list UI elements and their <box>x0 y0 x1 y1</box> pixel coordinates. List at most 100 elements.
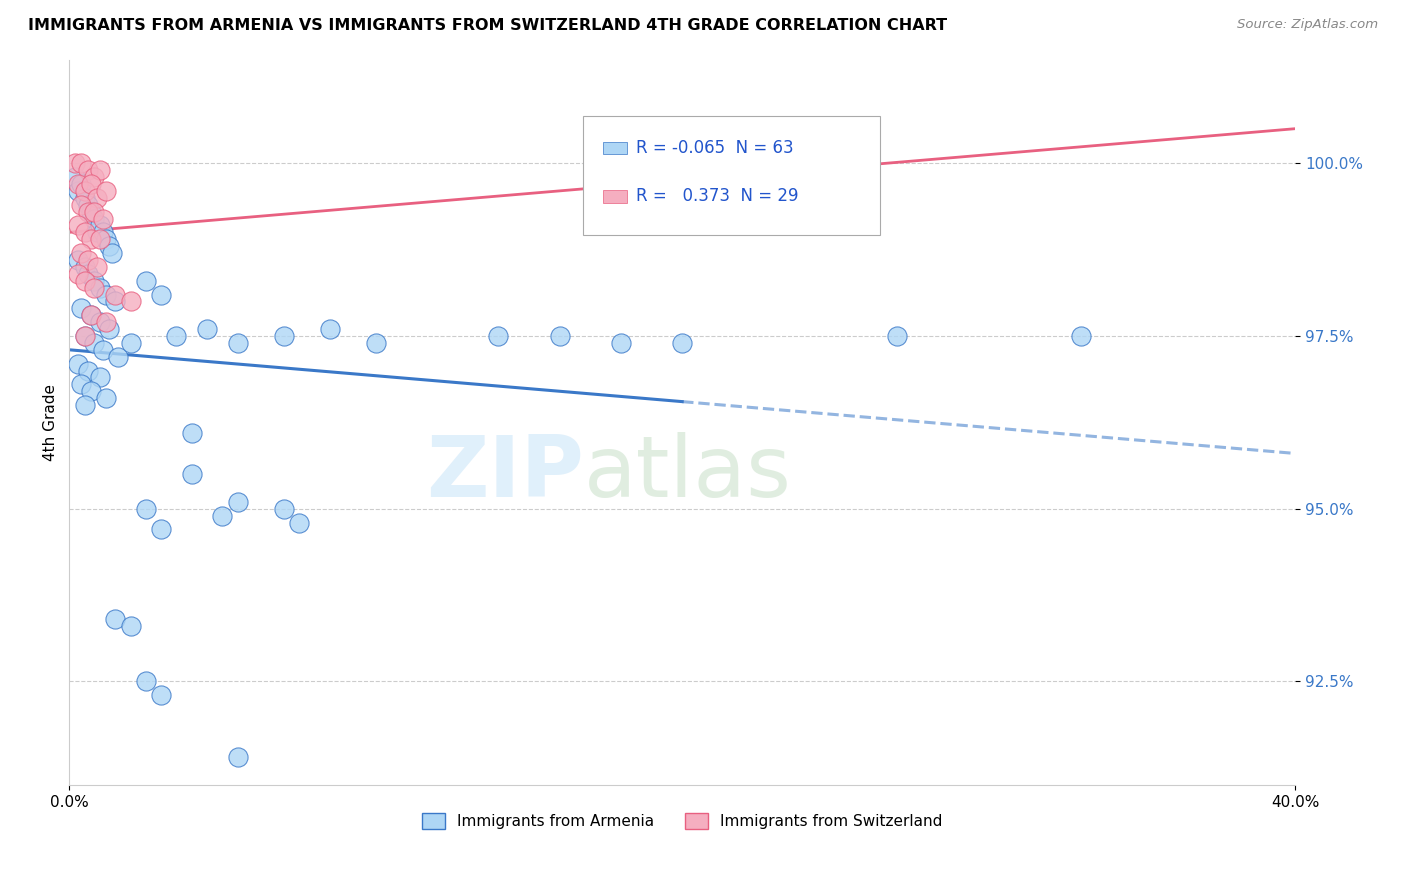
Point <box>86 260 108 274</box>
Point <box>89 163 111 178</box>
Point <box>83 211 105 226</box>
Point <box>67 357 90 371</box>
Point <box>70 177 93 191</box>
Point <box>98 239 121 253</box>
Point <box>94 287 117 301</box>
Point <box>89 370 111 384</box>
Point <box>83 280 105 294</box>
Point <box>150 523 173 537</box>
Point <box>548 329 571 343</box>
Point <box>79 204 101 219</box>
Point <box>288 516 311 530</box>
Point <box>135 274 157 288</box>
Point <box>104 287 127 301</box>
Text: R = -0.065  N = 63: R = -0.065 N = 63 <box>636 139 793 157</box>
Point <box>486 329 509 343</box>
Point <box>94 184 117 198</box>
Text: Source: ZipAtlas.com: Source: ZipAtlas.com <box>1237 18 1378 31</box>
Point <box>70 197 93 211</box>
Point <box>70 377 93 392</box>
Point <box>76 197 98 211</box>
Point <box>886 329 908 343</box>
Point <box>83 274 105 288</box>
Point <box>73 184 96 198</box>
Legend: Immigrants from Armenia, Immigrants from Switzerland: Immigrants from Armenia, Immigrants from… <box>416 807 949 836</box>
Point <box>76 267 98 281</box>
Text: R =   0.373  N = 29: R = 0.373 N = 29 <box>636 187 799 205</box>
Point <box>150 688 173 702</box>
Point <box>70 156 93 170</box>
Point <box>89 280 111 294</box>
Point <box>67 267 90 281</box>
Point <box>70 301 93 316</box>
Point <box>211 508 233 523</box>
Point <box>94 232 117 246</box>
Point <box>94 391 117 405</box>
Point <box>76 363 98 377</box>
Point <box>79 308 101 322</box>
Point <box>83 335 105 350</box>
Point <box>73 225 96 239</box>
Point <box>76 252 98 267</box>
Point <box>1070 329 1092 343</box>
Point <box>120 619 142 633</box>
Point <box>98 322 121 336</box>
Point <box>226 495 249 509</box>
Point <box>94 315 117 329</box>
Point <box>89 232 111 246</box>
Y-axis label: 4th Grade: 4th Grade <box>44 384 58 461</box>
Point <box>67 184 90 198</box>
Point <box>91 211 114 226</box>
Point <box>104 294 127 309</box>
Point <box>73 191 96 205</box>
Point <box>91 343 114 357</box>
Point <box>104 612 127 626</box>
Point <box>135 674 157 689</box>
Point <box>91 225 114 239</box>
Point <box>83 204 105 219</box>
Point <box>76 163 98 178</box>
Point <box>86 191 108 205</box>
Point <box>610 335 633 350</box>
Point <box>180 425 202 440</box>
Text: ZIP: ZIP <box>426 432 583 515</box>
Point <box>273 501 295 516</box>
Point <box>73 260 96 274</box>
Point <box>120 294 142 309</box>
Point <box>67 252 90 267</box>
Point <box>671 335 693 350</box>
Point <box>226 750 249 764</box>
Text: IMMIGRANTS FROM ARMENIA VS IMMIGRANTS FROM SWITZERLAND 4TH GRADE CORRELATION CHA: IMMIGRANTS FROM ARMENIA VS IMMIGRANTS FR… <box>28 18 948 33</box>
Point <box>79 232 101 246</box>
Point <box>107 350 129 364</box>
Point <box>79 177 101 191</box>
Point <box>79 384 101 399</box>
Point <box>226 335 249 350</box>
Point <box>166 329 188 343</box>
Point <box>135 501 157 516</box>
Point <box>76 204 98 219</box>
Point <box>180 467 202 482</box>
Point <box>73 329 96 343</box>
Point <box>83 169 105 184</box>
Point <box>195 322 218 336</box>
Point <box>86 225 108 239</box>
Point <box>89 219 111 233</box>
Point <box>120 335 142 350</box>
Point <box>73 398 96 412</box>
Point <box>150 287 173 301</box>
Text: atlas: atlas <box>583 432 792 515</box>
Point <box>79 308 101 322</box>
Point <box>364 335 387 350</box>
Point <box>67 219 90 233</box>
Point <box>65 169 87 184</box>
Point <box>70 246 93 260</box>
Point <box>319 322 342 336</box>
Point <box>89 315 111 329</box>
Point <box>101 246 124 260</box>
Point <box>73 329 96 343</box>
Point <box>73 274 96 288</box>
Point <box>67 177 90 191</box>
Point <box>273 329 295 343</box>
Point <box>65 156 87 170</box>
